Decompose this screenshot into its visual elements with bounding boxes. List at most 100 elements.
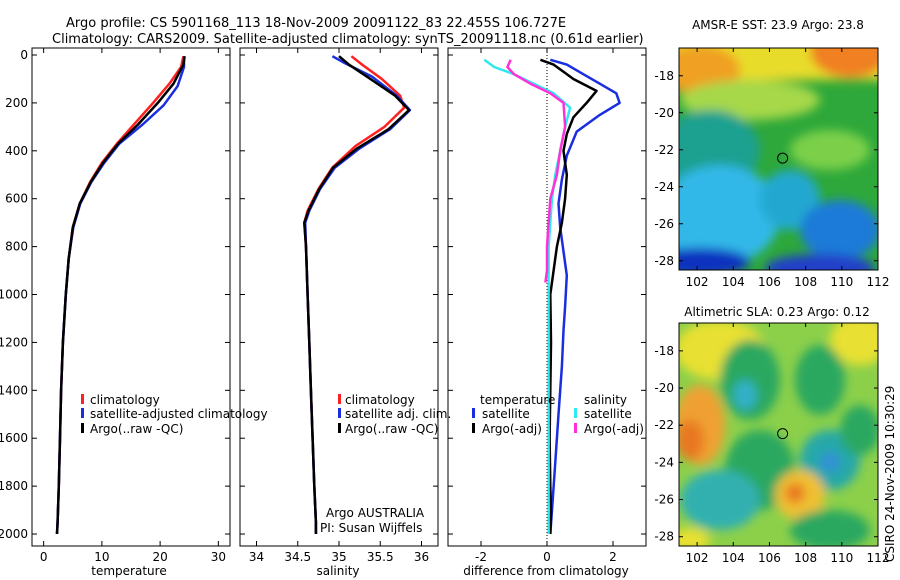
sla-map-axes: 102 104 106 108 110 112 -18 -20 -22 -24 -26 -28 bbox=[654, 323, 889, 565]
map-x-tick-label: 102 bbox=[686, 551, 709, 565]
legend-swatch-sal-satellite bbox=[574, 408, 577, 418]
y-tick-label: 800 bbox=[5, 240, 28, 254]
legend-label-sal-argo: Argo(-adj) bbox=[584, 422, 644, 436]
map-x-tick-label: 110 bbox=[830, 551, 853, 565]
difference-legend: temperature satellite Argo(-adj) salinit… bbox=[472, 393, 644, 436]
float-pi-annotation: PI: Susan Wijffels bbox=[320, 521, 422, 535]
map-y-tick-label: -28 bbox=[654, 530, 674, 544]
map-y-tick-label: -26 bbox=[654, 493, 674, 507]
sst-map-axes: 102 104 106 108 110 112 -18 -20 -22 -24 -26 -28 bbox=[654, 48, 889, 289]
x-tick-label: 20 bbox=[152, 550, 167, 564]
sla-map-frame bbox=[678, 322, 879, 547]
salinity-x-label: salinity bbox=[316, 564, 359, 578]
x-tick-label: 34 bbox=[249, 550, 264, 564]
series-line-argo-raw-qc- bbox=[55, 56, 186, 535]
map-y-tick-label: -18 bbox=[654, 344, 674, 358]
legend-title-temperature: temperature bbox=[480, 393, 555, 407]
sst-map-title: AMSR-E SST: 23.9 Argo: 23.8 bbox=[692, 18, 864, 32]
series-line-temperature-satellite bbox=[549, 58, 621, 535]
y-tick-label: 1400 bbox=[0, 383, 28, 397]
float-owner-annotation: Argo AUSTRALIA bbox=[326, 506, 425, 520]
legend-label-climatology: climatology bbox=[345, 393, 415, 407]
legend-swatch-sal-argo bbox=[574, 423, 577, 433]
figure-title-line2: Climatology: CARS2009. Satellite-adjuste… bbox=[52, 32, 644, 47]
legend-swatch-climatology bbox=[338, 394, 341, 404]
x-tick-label: 36 bbox=[414, 550, 429, 564]
legend-swatch-climatology bbox=[81, 394, 84, 404]
legend-swatch-argo bbox=[81, 423, 84, 433]
legend-swatch-satellite bbox=[81, 408, 84, 418]
y-tick-label: 600 bbox=[5, 192, 28, 206]
x-tick-label: 35.5 bbox=[367, 550, 394, 564]
y-tick-label: 1000 bbox=[0, 288, 28, 302]
temperature-panel-frame bbox=[31, 47, 231, 547]
x-tick-label: 34.5 bbox=[284, 550, 311, 564]
y-tick-label: 1600 bbox=[0, 431, 28, 445]
y-tick-label: 2000 bbox=[0, 527, 28, 541]
series-line-climatology bbox=[55, 55, 185, 535]
x-tick-label: 10 bbox=[94, 550, 109, 564]
legend-swatch-satellite bbox=[338, 408, 341, 418]
x-tick-label: -2 bbox=[475, 550, 487, 564]
map-x-tick-label: 104 bbox=[722, 275, 745, 289]
figure-title-line1: Argo profile: CS 5901168_113 18-Nov-2009… bbox=[66, 16, 566, 31]
difference-x-label: difference from climatology bbox=[463, 564, 629, 578]
series-line-salinity-satellite bbox=[483, 58, 572, 534]
legend-swatch-temp-argo bbox=[472, 423, 475, 433]
map-y-tick-label: -24 bbox=[654, 180, 674, 194]
footer-timestamp: CSIRO 24-Nov-2009 10:30:29 bbox=[883, 386, 897, 562]
series-line-argo-raw-qc- bbox=[303, 55, 411, 534]
x-tick-label: 30 bbox=[211, 550, 226, 564]
x-tick-label: 0 bbox=[40, 550, 48, 564]
series-line-satellite-adjusted-climatology bbox=[55, 56, 186, 535]
y-tick-label: 0 bbox=[20, 48, 28, 62]
difference-panel-frame bbox=[447, 47, 647, 547]
sla-map-field bbox=[679, 323, 878, 546]
y-tick-label: 1200 bbox=[0, 335, 28, 349]
series-line-salinity-argo-adj- bbox=[506, 59, 567, 283]
legend-swatch-argo bbox=[338, 423, 341, 433]
map-y-tick-label: -20 bbox=[654, 106, 674, 120]
legend-label-temp-satellite: satellite bbox=[482, 407, 530, 421]
legend-label-climatology: climatology bbox=[90, 393, 160, 407]
legend-title-salinity: salinity bbox=[584, 393, 627, 407]
axes-layer: 0 10 20 30020040060080010001200140016001800… bbox=[0, 48, 646, 564]
y-tick-label: 200 bbox=[5, 96, 28, 110]
map-y-tick-label: -22 bbox=[654, 143, 674, 157]
map-x-tick-label: 108 bbox=[794, 551, 817, 565]
series-line-satellite-adj-clim- bbox=[303, 55, 412, 534]
map-y-tick-label: -26 bbox=[654, 217, 674, 231]
argo-position-marker bbox=[777, 428, 789, 440]
legend-swatch-temp-satellite bbox=[472, 408, 475, 418]
legend-label-argo: Argo(..raw -QC) bbox=[90, 422, 183, 436]
sla-map-title: Altimetric SLA: 0.23 Argo: 0.12 bbox=[684, 305, 869, 319]
y-tick-label: 400 bbox=[5, 144, 28, 158]
legend-label-satellite: satellite adj. clim. bbox=[345, 407, 451, 421]
map-x-tick-label: 108 bbox=[794, 275, 817, 289]
legend-label-satellite: satellite-adjusted climatology bbox=[90, 407, 268, 421]
salinity-legend: climatology satellite adj. clim. Argo(..… bbox=[320, 393, 451, 535]
salinity-panel-frame bbox=[239, 47, 439, 547]
y-tick-label: 1800 bbox=[0, 479, 28, 493]
map-x-tick-label: 112 bbox=[867, 551, 890, 565]
map-x-tick-label: 102 bbox=[686, 275, 709, 289]
x-tick-label: 2 bbox=[609, 550, 617, 564]
x-tick-label: 0 bbox=[543, 550, 551, 564]
legend-label-sal-satellite: satellite bbox=[584, 407, 632, 421]
map-x-tick-label: 110 bbox=[830, 275, 853, 289]
legend-label-temp-argo: Argo(-adj) bbox=[482, 422, 542, 436]
map-x-tick-label: 106 bbox=[758, 275, 781, 289]
map-x-tick-label: 112 bbox=[867, 275, 890, 289]
map-y-tick-label: -20 bbox=[654, 381, 674, 395]
profile-lines-layer bbox=[55, 55, 621, 535]
map-x-tick-label: 106 bbox=[758, 551, 781, 565]
sst-map-frame bbox=[678, 47, 879, 271]
map-y-tick-label: -22 bbox=[654, 418, 674, 432]
legend-label-argo: Argo(..raw -QC) bbox=[345, 422, 438, 436]
map-y-tick-label: -24 bbox=[654, 455, 674, 469]
map-y-tick-label: -18 bbox=[654, 69, 674, 83]
argo-position-marker bbox=[777, 152, 789, 164]
sst-map-field bbox=[679, 48, 878, 270]
temperature-x-label: temperature bbox=[91, 564, 166, 578]
